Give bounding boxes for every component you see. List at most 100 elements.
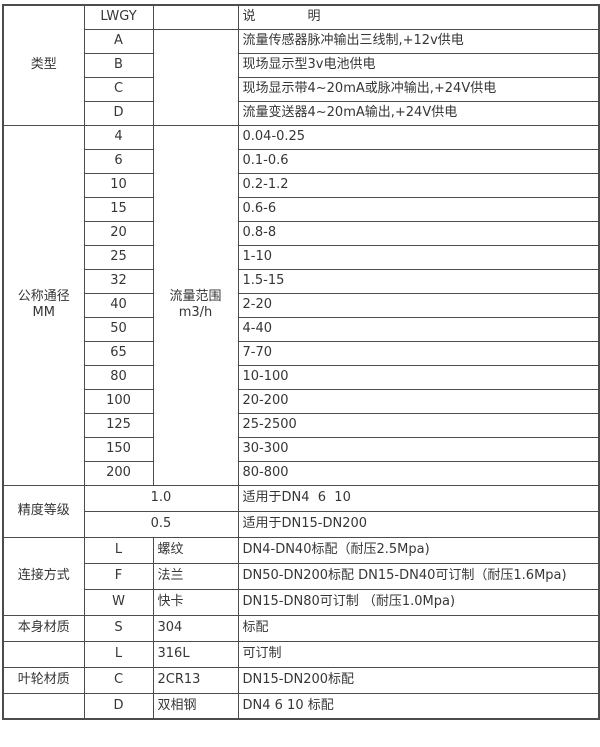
table-row: 叶轮材质 C 2CR13 DN15-DN200标配 (2, 666, 600, 694)
connection-code-cell: L (83, 536, 154, 564)
range-cell: 0.8-8 (237, 220, 600, 246)
dn-cell: 150 (83, 436, 154, 462)
diameter-label-line1: 公称通径 (17, 288, 70, 304)
table-row: 40 2-20 (3, 292, 600, 318)
type-section-label: 类型 (2, 4, 85, 126)
table-row: 0.5 适用于DN15-DN200 (3, 510, 600, 538)
connection-desc-cell: DN4-DN40标配（耐压2.5Mpa) (237, 536, 600, 564)
body-material-section-label: 本身材质 (2, 614, 85, 642)
connection-code-cell: W (83, 588, 154, 616)
dn-cell: 25 (83, 244, 154, 270)
material-desc-cell: DN4 6 10 标配 (237, 692, 600, 720)
material-desc-cell: 标配 (237, 614, 600, 642)
range-cell: 80-800 (237, 460, 600, 486)
empty-cell (152, 4, 239, 30)
range-cell: 1.5-15 (237, 268, 600, 294)
range-cell: 30-300 (237, 436, 600, 462)
table-row: 65 7-70 (3, 340, 600, 366)
range-cell: 0.1-0.6 (237, 148, 600, 174)
flow-range-label: 流量范围 m3/h (152, 124, 239, 486)
dn-cell: 40 (83, 292, 154, 318)
table-row: 150 30-300 (3, 436, 600, 462)
dn-cell: 6 (83, 148, 154, 174)
range-cell: 2-20 (237, 292, 600, 318)
table-row: A 流量传感器脉冲输出三线制,+12v供电 (3, 28, 600, 126)
accuracy-value-cell: 1.0 (83, 484, 239, 512)
range-cell: 4-40 (237, 316, 600, 342)
connection-name-cell: 螺纹 (152, 536, 239, 564)
table-row: 连接方式 L 螺纹 DN4-DN40标配（耐压2.5Mpa) (2, 536, 600, 616)
dn-cell: 80 (83, 364, 154, 390)
range-cell: 1-10 (237, 244, 600, 270)
accuracy-desc-cell: 适用于DN15-DN200 (237, 510, 600, 538)
connection-desc-cell: DN15-DN80可订制 （耐压1.0Mpa) (237, 588, 600, 616)
table-row: 32 1.5-15 (3, 268, 600, 294)
flow-range-label-line1: 流量范围 (169, 288, 222, 304)
description-header: 说 明 (237, 4, 600, 30)
connection-name-cell: 法兰 (152, 562, 239, 590)
connection-desc-cell: DN50-DN200标配 DN15-DN40可订制（耐压1.6Mpa) (237, 562, 600, 590)
dn-cell: 200 (83, 460, 154, 486)
table-row: L 316L 可订制 (2, 640, 600, 668)
model-code-header: LWGY (83, 4, 154, 30)
material-desc-cell: 可订制 (237, 640, 600, 668)
diameter-section-label: 公称通径 MM (2, 124, 85, 486)
table-row: D 双相钢 DN4 6 10 标配 (2, 692, 600, 720)
table-row: 公称通径 MM 4 流量范围 m3/h 0.04-0.25 (2, 124, 600, 486)
table-row: 20 0.8-8 (3, 220, 600, 246)
dn-cell: 125 (83, 412, 154, 438)
accuracy-desc-cell: 适用于DN4 6 10 (237, 484, 600, 512)
type-desc-cell: 现场显示型3v电池供电 (237, 52, 600, 78)
table-row: 15 0.6-6 (3, 196, 600, 222)
empty-cell (2, 692, 85, 720)
dn-cell: 50 (83, 316, 154, 342)
material-code-cell: L (83, 640, 154, 668)
material-name-cell: 2CR13 (152, 666, 239, 694)
dn-cell: 4 (83, 124, 154, 150)
diameter-label-line2: MM (32, 305, 55, 320)
table-row: B 现场显示型3v电池供电 (3, 52, 600, 78)
range-cell: 7-70 (237, 340, 600, 366)
dn-cell: 20 (83, 220, 154, 246)
connection-section-label: 连接方式 (2, 536, 85, 616)
accuracy-section-label: 精度等级 (2, 484, 85, 538)
dn-cell: 100 (83, 388, 154, 414)
material-desc-cell: DN15-DN200标配 (237, 666, 600, 694)
material-name-cell: 304 (152, 614, 239, 642)
table-row: D 流量变送器4~20mA输出,+24V供电 (3, 100, 600, 126)
table-row: 50 4-40 (3, 316, 600, 342)
range-cell: 10-100 (237, 364, 600, 390)
range-cell: 25-2500 (237, 412, 600, 438)
table-row: 80 10-100 (3, 364, 600, 390)
type-desc-cell: 流量变送器4~20mA输出,+24V供电 (237, 100, 600, 126)
range-cell: 0.04-0.25 (237, 124, 600, 150)
connection-code-cell: F (83, 562, 154, 590)
type-code-cell: D (83, 100, 154, 126)
flow-range-label-line2: m3/h (178, 305, 213, 320)
table-row: 200 80-800 (3, 460, 600, 486)
table-row: 10 0.2-1.2 (3, 172, 600, 198)
range-cell: 0.2-1.2 (237, 172, 600, 198)
type-code-cell: A (83, 28, 154, 54)
table-row: 100 20-200 (3, 388, 600, 414)
connection-name-cell: 快卡 (152, 588, 239, 616)
material-name-cell: 双相钢 (152, 692, 239, 720)
material-name-cell: 316L (152, 640, 239, 668)
table-row: C 现场显示带4~20mA或脉冲输出,+24V供电 (3, 76, 600, 102)
empty-cell (152, 28, 239, 126)
range-cell: 20-200 (237, 388, 600, 414)
table-row: 25 1-10 (3, 244, 600, 270)
table-row: 精度等级 1.0 适用于DN4 6 10 (2, 484, 600, 538)
type-code-cell: C (83, 76, 154, 102)
type-desc-cell: 流量传感器脉冲输出三线制,+12v供电 (237, 28, 600, 54)
table-row: 6 0.1-0.6 (3, 148, 600, 174)
empty-cell (2, 640, 85, 668)
table-row: W 快卡 DN15-DN80可订制 （耐压1.0Mpa) (3, 588, 600, 616)
spec-table: 类型 LWGY 说 明 A 流量传感器脉冲输出三线制,+12v供电 B 现场显示… (2, 4, 600, 720)
range-cell: 0.6-6 (237, 196, 600, 222)
material-code-cell: D (83, 692, 154, 720)
type-desc-cell: 现场显示带4~20mA或脉冲输出,+24V供电 (237, 76, 600, 102)
material-code-cell: C (83, 666, 154, 694)
table-row: F 法兰 DN50-DN200标配 DN15-DN40可订制（耐压1.6Mpa) (3, 562, 600, 590)
dn-cell: 32 (83, 268, 154, 294)
